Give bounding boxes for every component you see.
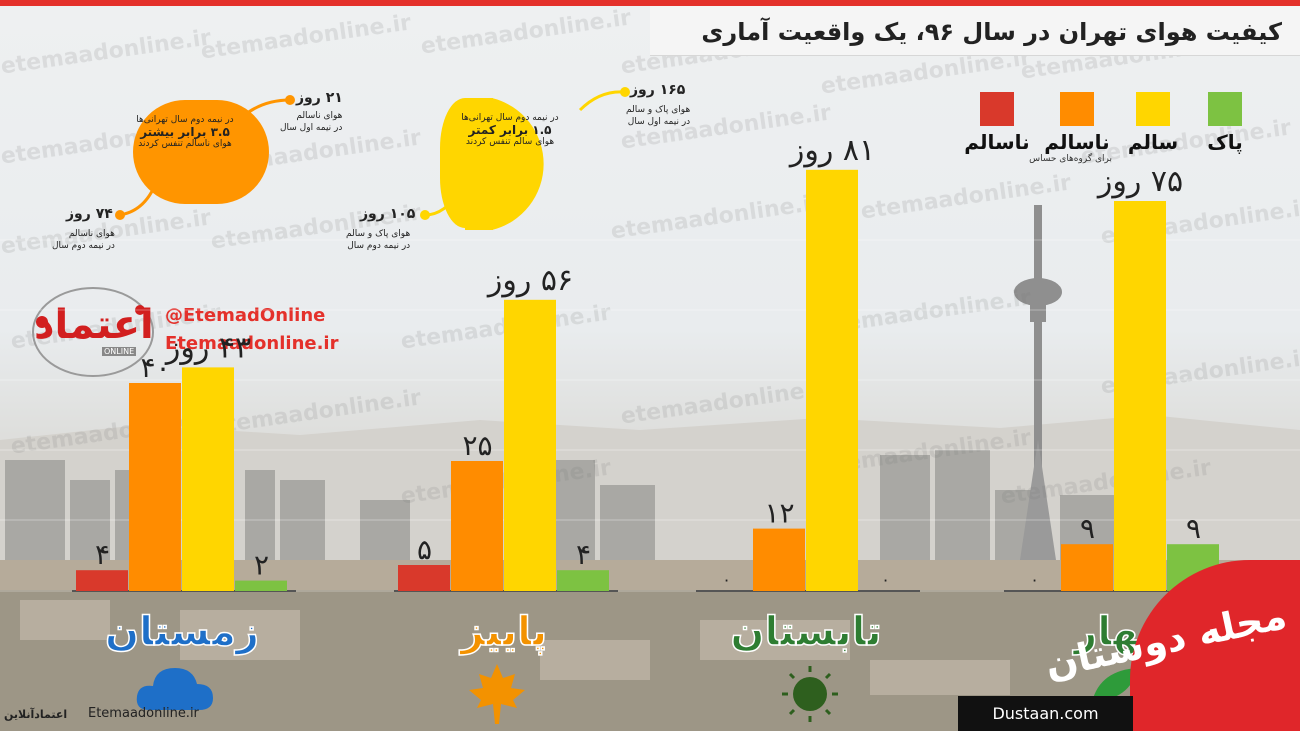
left-annotation-a-sub: هوای ناسالم در نیمه اول سال xyxy=(280,111,343,133)
bar-value-label: ۷۵ روز xyxy=(1096,164,1183,199)
bar-3-2 xyxy=(1114,201,1166,591)
bar-value-label: ۸۱ روز xyxy=(788,133,875,168)
right-callout-text: در نیمه دوم سال تهرانی‌ها ۱.۵ برابر کمتر… xyxy=(450,112,570,148)
right-annotation-a-days: ۱۶۵ روز xyxy=(630,82,686,98)
legend: پاک سالم ناسالم برای گروه‌های حساس ناسال… xyxy=(964,92,1260,172)
left-callout-text: در نیمه دوم سال تهرانی‌ها ۳.۵ برابر بیشت… xyxy=(130,114,240,150)
cloud-icon xyxy=(136,668,213,710)
left-annotation-b-days: ۷۴ روز xyxy=(66,206,113,222)
legend-item-clean: پاک xyxy=(1190,92,1260,154)
bar-value-label: ۴ xyxy=(576,538,591,571)
legend-swatch-healthy xyxy=(1136,92,1170,126)
etemad-logo xyxy=(32,287,154,377)
legend-item-healthy: سالم xyxy=(1118,92,1188,154)
season-label: زمستان xyxy=(105,609,259,655)
bar-value-label: ۵ xyxy=(417,533,432,566)
bar-1-1 xyxy=(451,461,503,591)
bar-1-3 xyxy=(557,570,609,591)
legend-swatch-unhealthy-sensitive xyxy=(1060,92,1094,126)
bar-0-1 xyxy=(129,383,181,591)
left-callout-strong: ۳.۵ برابر بیشتر xyxy=(140,125,230,139)
bar-0-2 xyxy=(182,367,234,591)
bar-value-label: ۰ xyxy=(881,570,890,589)
leaf-icon xyxy=(1092,668,1138,702)
season-label: تابستان xyxy=(730,609,881,655)
dustaan-badge: Dustaan.com xyxy=(958,696,1133,731)
left-annotation-a-days: ۲۱ روز xyxy=(296,90,343,106)
left-callout-bottom: هوای ناسالم تنفس کردند xyxy=(138,139,232,149)
bar-value-label: ۰ xyxy=(1030,570,1039,589)
logo-subtext: ONLINE xyxy=(102,347,137,356)
right-callout-bottom: هوای سالم تنفس کردند xyxy=(465,137,555,147)
legend-sublabel-sensitive: برای گروه‌های حساس xyxy=(1029,154,1112,164)
season-label: پاییز xyxy=(459,609,547,655)
bar-value-label: ۴۳ روز xyxy=(164,330,251,365)
bar-value-label: ۰ xyxy=(722,570,731,589)
site-url: Etemaadonline.ir xyxy=(165,333,339,354)
bar-value-label: ۱۲ xyxy=(764,497,794,530)
legend-swatch-clean xyxy=(1208,92,1242,126)
right-annotation-a-sub: هوای پاک و سالم در نیمه اول سال xyxy=(626,105,691,127)
social-block: @EtemadOnline Etemaadonline.ir xyxy=(165,302,338,358)
footer-brand-name: اعتمادآنلاین xyxy=(4,708,68,721)
right-callout-top: در نیمه دوم سال تهرانی‌ها xyxy=(461,113,559,123)
bar-value-label: ۴ xyxy=(95,538,110,571)
bar-value-label: ۲ xyxy=(254,549,269,582)
legend-swatch-unhealthy xyxy=(980,92,1014,126)
bar-1-2 xyxy=(504,299,556,591)
maple-leaf-icon xyxy=(469,664,525,724)
legend-label-unhealthy: ناسالم xyxy=(964,130,1030,154)
bar-0-3 xyxy=(235,580,287,591)
legend-item-unhealthy: ناسالم xyxy=(962,92,1032,154)
bar-value-label: ۹ xyxy=(1186,512,1201,545)
bar-value-label: ۹ xyxy=(1080,512,1095,545)
bar-3-1 xyxy=(1061,544,1113,591)
bar-2-1 xyxy=(753,528,805,591)
left-callout-circle xyxy=(133,100,185,204)
legend-label-unhealthy-sensitive: ناسالم xyxy=(1044,130,1110,154)
legend-item-unhealthy-sensitive: ناسالم برای گروه‌های حساس xyxy=(1029,92,1112,164)
bar-0-0 xyxy=(76,570,128,591)
footer-url: Etemaadonline.ir xyxy=(88,706,199,721)
bar-value-label: ۴۰ xyxy=(140,351,170,384)
right-callout-strong: ۱.۵ برابر کمتر xyxy=(468,123,552,137)
right-annotation-b-days: ۱۰۵ روز xyxy=(360,206,416,222)
top-accent-band xyxy=(0,0,1300,6)
legend-label-clean: پاک xyxy=(1207,130,1243,154)
logo-text: اعتماد xyxy=(34,302,154,348)
left-callout-top: در نیمه دوم سال تهرانی‌ها xyxy=(136,115,234,125)
bar-value-label: ۲۵ xyxy=(462,429,492,462)
legend-label-healthy: سالم xyxy=(1127,130,1179,154)
left-annotation-b-sub: هوای ناسالم در نیمه دوم سال xyxy=(52,229,115,251)
sun-icon xyxy=(782,666,838,722)
right-annotation-b-sub: هوای پاک و سالم در نیمه دوم سال xyxy=(346,229,411,251)
chart-title: کیفیت هوای تهران در سال ۹۶، یک واقعیت آم… xyxy=(701,18,1282,46)
title-bar: کیفیت هوای تهران در سال ۹۶، یک واقعیت آم… xyxy=(650,6,1300,56)
bar-1-0 xyxy=(398,565,450,591)
bar-value-label: ۵۶ روز xyxy=(486,263,573,298)
social-handle: @EtemadOnline xyxy=(165,305,326,326)
bar-2-2 xyxy=(806,169,858,592)
